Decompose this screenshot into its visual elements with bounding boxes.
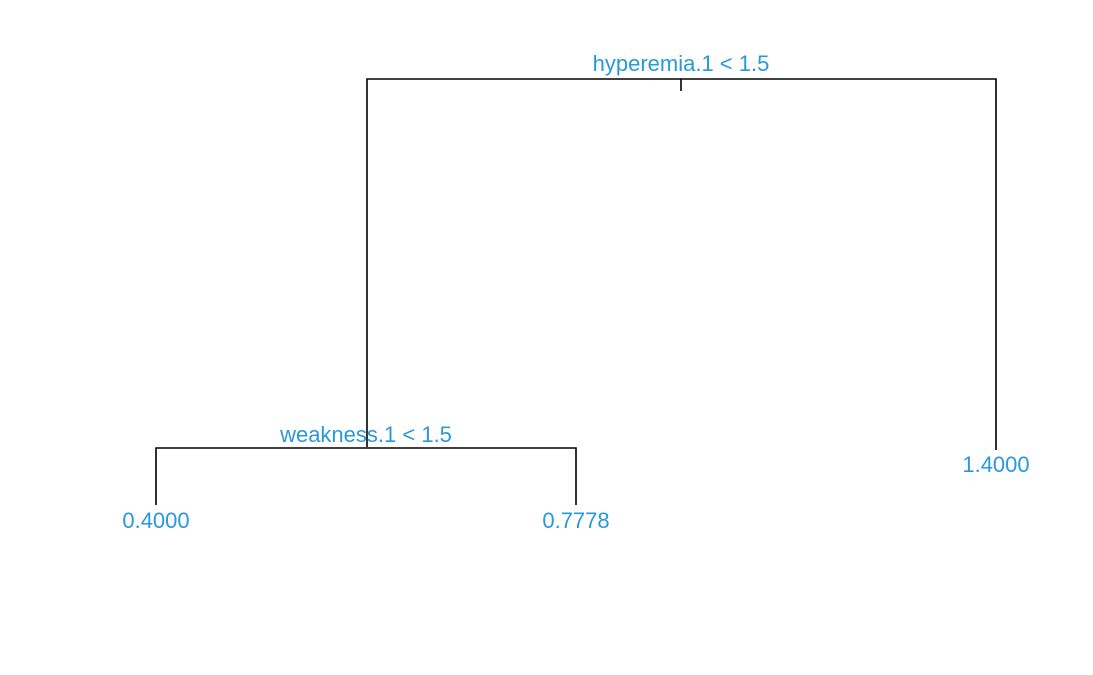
leaf-left-left-value: 0.4000 [122, 508, 189, 533]
root-split-label: hyperemia.1 < 1.5 [593, 51, 770, 76]
root-split-bar [366, 78, 997, 450]
left-split-label: weakness.1 < 1.5 [279, 422, 452, 447]
left-split-bar [155, 447, 577, 505]
leaf-left-right-value: 0.7778 [542, 508, 609, 533]
leaf-right-value: 1.4000 [962, 452, 1029, 477]
